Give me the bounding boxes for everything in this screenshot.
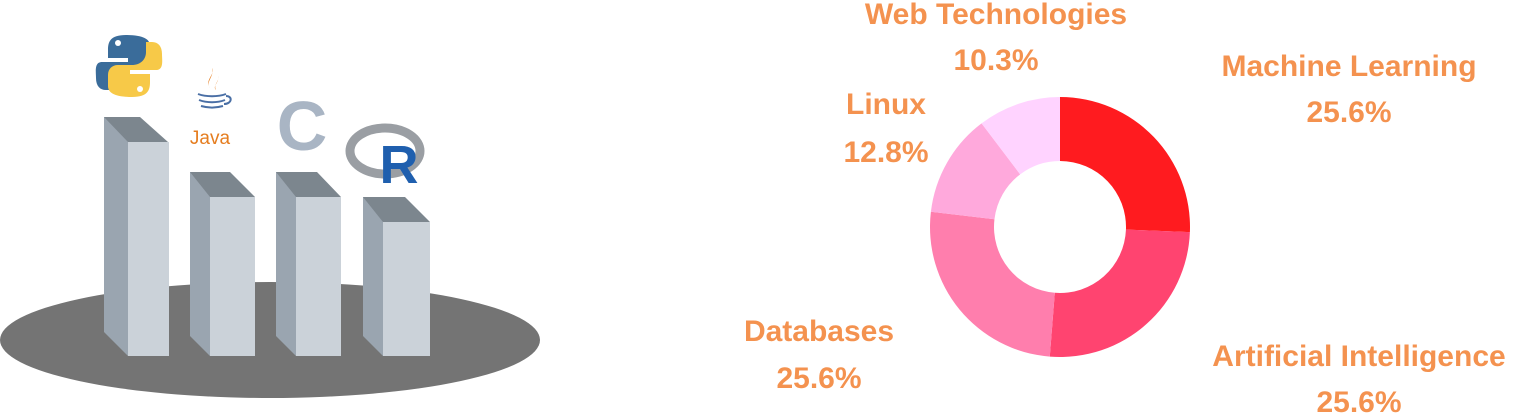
languages-illustration: Java C R (0, 35, 540, 398)
python-logo-icon (95, 35, 163, 97)
java-bar (190, 172, 255, 356)
r-bar (363, 197, 430, 356)
java-wordmark: Java (190, 128, 231, 149)
slice-linux (930, 123, 1021, 220)
slice-machine-learning (1060, 97, 1190, 233)
label-artificial-intelligence: Artificial Intelligence (1212, 340, 1505, 373)
r-wordmark: R (380, 135, 419, 195)
label-machine-learning: Machine Learning (1221, 50, 1476, 83)
value-databases: 25.6% (776, 362, 861, 395)
value-machine-learning: 25.6% (1306, 96, 1391, 129)
c-logo-icon: C (277, 87, 328, 165)
slice-web-technologies (981, 97, 1060, 175)
python-bar (104, 117, 169, 356)
c-bar (276, 172, 341, 356)
value-linux: 12.8% (843, 136, 928, 169)
label-web-technologies: Web Technologies (865, 0, 1127, 31)
r-logo-icon: R (345, 123, 425, 195)
value-artificial-intelligence: 25.6% (1316, 386, 1401, 414)
platform-ellipse (0, 282, 540, 398)
label-databases: Databases (744, 315, 894, 348)
donut-chart (930, 97, 1190, 357)
slice-databases (930, 211, 1055, 357)
slice-artificial-intelligence (1049, 229, 1190, 357)
label-linux: Linux (846, 88, 926, 121)
chart-labels: Machine Learning 25.6% Artificial Intell… (744, 0, 1506, 414)
java-logo-icon: Java (190, 68, 232, 149)
value-web-technologies: 10.3% (953, 44, 1038, 77)
